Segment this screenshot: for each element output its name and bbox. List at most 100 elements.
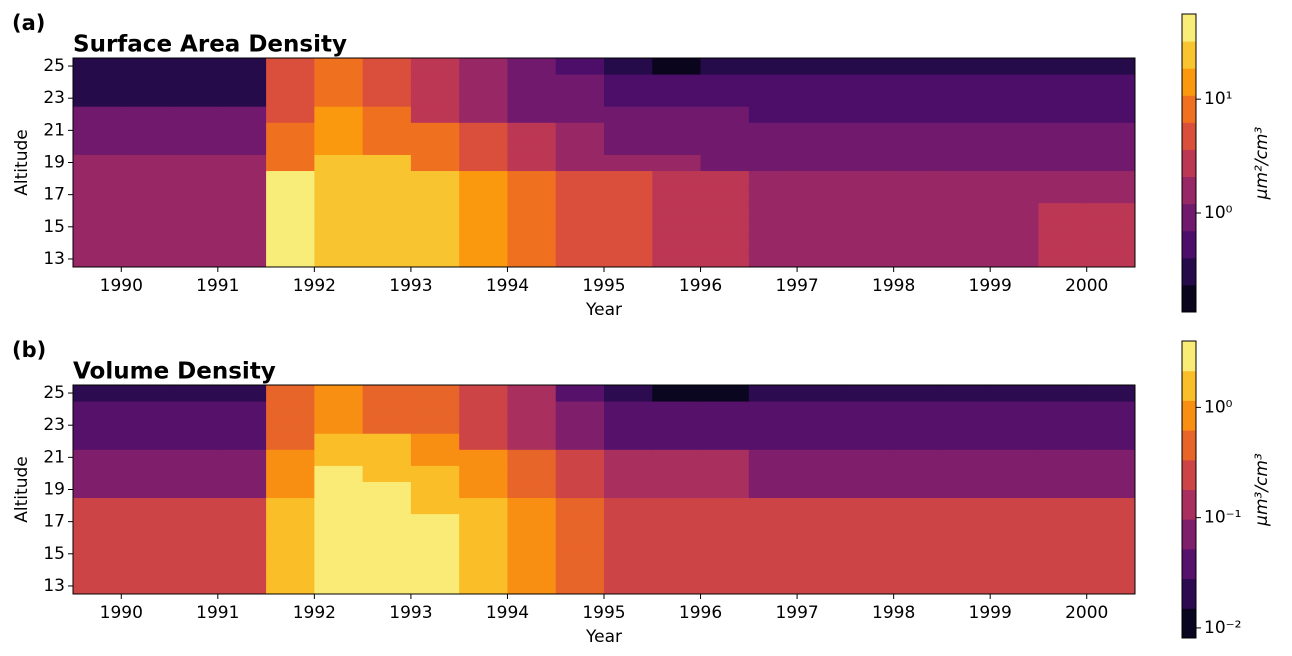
y-tick-label: 25	[43, 383, 65, 403]
heatmap-cell	[1086, 234, 1136, 252]
heatmap-cell	[169, 186, 219, 204]
heatmap-cell	[1038, 90, 1088, 107]
heatmap-cell	[266, 513, 315, 531]
y-tick-label: 13	[43, 249, 65, 269]
heatmap-cell	[314, 465, 364, 482]
heatmap-cell	[748, 465, 798, 482]
heatmap-cell	[169, 513, 219, 531]
heatmap-cell	[604, 513, 653, 531]
heatmap-cell	[1086, 481, 1136, 499]
heatmap-cell	[845, 561, 895, 579]
x-tick-label: 1996	[679, 603, 722, 623]
heatmap-cell	[121, 170, 171, 188]
heatmap-cell	[604, 385, 653, 402]
heatmap-cell	[266, 154, 315, 172]
heatmap-cell	[507, 186, 557, 204]
x-tick-label: 1997	[775, 276, 818, 296]
heatmap-cell	[893, 122, 943, 139]
heatmap-cell	[1086, 465, 1136, 482]
y-tick-label: 23	[43, 415, 65, 435]
heatmap-cell	[700, 433, 750, 450]
heatmap-cell	[266, 433, 315, 450]
heatmap-cell	[266, 417, 315, 434]
heatmap-cell	[507, 465, 557, 482]
heatmap-cell	[410, 74, 460, 91]
heatmap-cell	[700, 74, 750, 91]
heatmap-cell	[121, 513, 171, 531]
heatmap-cell	[797, 138, 846, 155]
heatmap-cell	[362, 90, 412, 107]
heatmap-cell	[266, 122, 315, 139]
heatmap-cell	[604, 138, 653, 155]
heatmap-cell	[217, 154, 267, 172]
heatmap-cell	[1086, 186, 1136, 204]
heatmap-cell	[169, 529, 219, 547]
colorbar-level	[1182, 489, 1196, 520]
heatmap-cell	[1086, 417, 1136, 434]
heatmap-cell	[121, 577, 171, 595]
heatmap-cell	[700, 234, 750, 252]
heatmap-cell	[1086, 74, 1136, 91]
heatmap-cell	[459, 90, 508, 107]
y-axis-label: Altitude	[12, 456, 32, 522]
heatmap-cells	[73, 385, 1136, 595]
heatmap-cell	[121, 74, 171, 91]
heatmap-cell	[748, 106, 798, 123]
heatmap-cell	[652, 449, 702, 466]
heatmap-cell	[73, 481, 122, 499]
heatmap-cell	[990, 234, 1039, 252]
heatmap-cell	[797, 529, 846, 547]
heatmap-cell	[266, 170, 315, 188]
heatmap-cell	[169, 497, 219, 515]
colorbar-level	[1182, 68, 1196, 96]
colorbar-frame	[1181, 13, 1197, 313]
heatmap-cell	[700, 497, 750, 515]
heatmap-cell	[266, 74, 315, 91]
heatmap-cell	[507, 58, 557, 75]
heatmap-cell	[73, 186, 122, 204]
heatmap-cell	[507, 122, 557, 139]
heatmap-cell	[459, 481, 508, 499]
colorbar-level	[1182, 257, 1196, 286]
heatmap-cell	[217, 497, 267, 515]
heatmap-cell	[410, 138, 460, 155]
heatmap-cell	[845, 577, 895, 595]
heatmap-cell	[604, 497, 653, 515]
heatmap-cell	[893, 401, 943, 418]
colorbar-level	[1182, 122, 1196, 150]
heatmap-cell	[604, 154, 653, 172]
heatmap-cell	[555, 449, 605, 466]
heatmap-cell	[652, 186, 702, 204]
heatmap-cell	[266, 465, 315, 482]
heatmap-cell	[507, 545, 557, 563]
heatmap-cell	[941, 561, 991, 579]
heatmap-cell	[941, 577, 991, 595]
heatmap-cell	[604, 577, 653, 595]
x-tick-label: 1994	[486, 276, 529, 296]
heatmap-cell	[748, 90, 798, 107]
x-tick-label: 1991	[196, 276, 239, 296]
heatmap-cell	[314, 529, 364, 547]
heatmap-cell	[1038, 218, 1088, 236]
heatmap-cell	[604, 529, 653, 547]
heatmap-cell	[1086, 561, 1136, 579]
heatmap-cell	[459, 234, 508, 252]
heatmap-cell	[121, 449, 171, 466]
x-tick-label: 1990	[100, 276, 143, 296]
heatmap-cell	[362, 234, 412, 252]
heatmap-cell	[748, 234, 798, 252]
heatmap-cell	[555, 186, 605, 204]
heatmap-cell	[362, 497, 412, 515]
heatmap-cell	[314, 170, 364, 188]
heatmap-cell	[700, 401, 750, 418]
panel-label: (a)	[12, 11, 45, 35]
heatmap-cell	[990, 481, 1039, 499]
heatmap-cell	[700, 577, 750, 595]
heatmap-cell	[314, 234, 364, 252]
heatmap-cell	[169, 218, 219, 236]
heatmap-cell	[700, 465, 750, 482]
heatmap-cell	[797, 433, 846, 450]
heatmap-cell	[604, 58, 653, 75]
heatmap-cell	[1086, 529, 1136, 547]
y-tick-label: 15	[43, 544, 65, 564]
